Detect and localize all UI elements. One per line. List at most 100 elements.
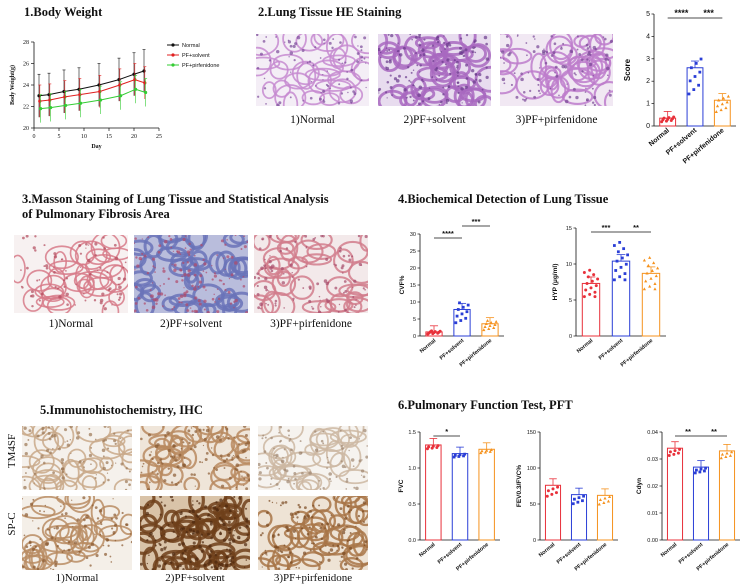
fev-point bbox=[581, 499, 584, 503]
hyp-bar bbox=[581, 282, 601, 337]
hyp-bar bbox=[611, 260, 631, 337]
fvc-bar bbox=[451, 453, 469, 541]
ihc-tm4sf-normal bbox=[22, 426, 132, 490]
hyp-point bbox=[654, 274, 658, 278]
cvf-ytick-label: 10 bbox=[410, 300, 416, 306]
cdyn-bar bbox=[666, 447, 684, 541]
fvc-point bbox=[480, 449, 484, 453]
cdyn-point bbox=[698, 470, 702, 474]
he_score-point bbox=[715, 104, 720, 108]
fvc-ylabel: FVC bbox=[398, 479, 405, 492]
fev-bar bbox=[596, 494, 614, 541]
cvf-point bbox=[484, 322, 488, 325]
hyp-point bbox=[619, 265, 623, 269]
cdyn-ylabel: Cdyn bbox=[636, 478, 643, 494]
hyp-ytick-label: 15 bbox=[566, 226, 572, 232]
fvc-xtick-label: Normal bbox=[418, 542, 437, 559]
bw-point bbox=[63, 95, 67, 99]
fev-point bbox=[545, 494, 549, 498]
hyp-point bbox=[645, 271, 649, 275]
cvf-xtick-label: Normal bbox=[419, 338, 438, 355]
cvf-point bbox=[433, 330, 437, 334]
fev-point bbox=[551, 487, 555, 491]
cvf-point bbox=[459, 319, 463, 322]
cdyn-bar bbox=[692, 466, 710, 541]
hyp-point bbox=[593, 295, 597, 299]
bw-point bbox=[133, 78, 137, 82]
he_score-ylabel: Score bbox=[623, 58, 632, 81]
cvf-ytick-label: 20 bbox=[410, 266, 416, 272]
fev-point bbox=[603, 496, 607, 500]
bw-series-line bbox=[40, 88, 146, 110]
hyp-sig-label: ** bbox=[633, 223, 639, 232]
ihc-caption-pf-pirfenidone: 3)PF+pirfenidone bbox=[273, 572, 353, 584]
bw-point bbox=[64, 103, 68, 108]
bw-xtick-label: 0 bbox=[33, 134, 36, 140]
he_score-point bbox=[717, 98, 721, 102]
cdyn-ytick-label: 0.03 bbox=[647, 457, 658, 463]
he_score-point bbox=[688, 79, 692, 83]
he_score-point bbox=[672, 115, 676, 119]
bw-legend-label: Normal bbox=[182, 43, 200, 49]
cdyn-bar bbox=[718, 450, 736, 541]
masson-image-pf-pirfenidone bbox=[254, 235, 368, 313]
bw-xtick-label: 15 bbox=[106, 134, 112, 140]
he-caption-pf-pirfenidone: 3)PF+pirfenidone bbox=[515, 114, 598, 126]
bw-ytick-label: 24 bbox=[23, 83, 29, 89]
bw-legend-marker bbox=[171, 63, 175, 67]
ihc-tm4sf-pf-pirfenidone bbox=[258, 426, 368, 490]
cvf-point bbox=[458, 301, 461, 305]
he-caption-pf-solvent: 2)PF+solvent bbox=[403, 114, 466, 126]
bw-point bbox=[143, 81, 147, 85]
cvf-point bbox=[465, 310, 469, 314]
cdyn-sig-label: ** bbox=[711, 427, 717, 436]
he-image-pf-pirfenidone bbox=[500, 34, 613, 106]
bw-point bbox=[99, 98, 103, 102]
he_score-point bbox=[662, 116, 666, 120]
bw-point bbox=[49, 105, 53, 110]
he_score-xtick-label: Normal bbox=[648, 127, 671, 148]
bw-point bbox=[79, 101, 83, 105]
ihc-spc-normal bbox=[22, 496, 132, 570]
fev-point bbox=[582, 494, 585, 498]
ihc-caption-pf-solvent: 2)PF+solvent bbox=[165, 572, 225, 584]
he_score-ytick-label: 2 bbox=[646, 78, 650, 85]
he_score-point bbox=[698, 70, 702, 74]
cvf-point bbox=[464, 316, 468, 320]
section-title-pft: 6.Pulmonary Function Test, PFT bbox=[398, 398, 573, 412]
cdyn-xtick-label: PF+solvent bbox=[678, 542, 705, 566]
hyp-ylabel: HYP (μg/ml) bbox=[552, 264, 559, 301]
fev-point bbox=[607, 495, 612, 499]
cdyn-point bbox=[673, 449, 677, 453]
masson-image-normal bbox=[14, 235, 128, 313]
fvc-point bbox=[431, 444, 435, 448]
he_score-point bbox=[694, 61, 698, 65]
bw-legend-marker bbox=[171, 53, 175, 57]
fev-point bbox=[571, 502, 575, 506]
cvf-point bbox=[483, 325, 487, 329]
hyp-point bbox=[623, 272, 627, 275]
fvc-ytick-label: 1.0 bbox=[408, 466, 416, 472]
fvc-point bbox=[483, 450, 488, 454]
bw-series-line bbox=[39, 79, 145, 102]
hyp-point bbox=[649, 276, 653, 280]
hyp-xtick-label: Normal bbox=[576, 338, 595, 355]
masson-caption-pf-pirfenidone: 3)PF+pirfenidone bbox=[270, 318, 352, 330]
he_score-point bbox=[693, 75, 697, 78]
hyp-point bbox=[593, 290, 597, 294]
cdyn-point bbox=[719, 456, 723, 460]
he_score-point bbox=[719, 108, 723, 112]
fvc-point bbox=[453, 453, 457, 457]
hyp-chart: 0 5 10 15 HYP (μg/ml) Normal PF+solventPF+pirf… bbox=[552, 223, 666, 368]
he_score-point bbox=[724, 106, 728, 110]
cdyn-point bbox=[704, 466, 707, 470]
cvf-point bbox=[488, 324, 492, 327]
hyp-point bbox=[620, 256, 624, 260]
bw-legend-marker bbox=[171, 43, 175, 47]
hyp-point bbox=[612, 244, 616, 247]
he_score-point bbox=[667, 116, 671, 120]
cdyn-point bbox=[672, 452, 676, 456]
bw-point bbox=[119, 94, 123, 98]
